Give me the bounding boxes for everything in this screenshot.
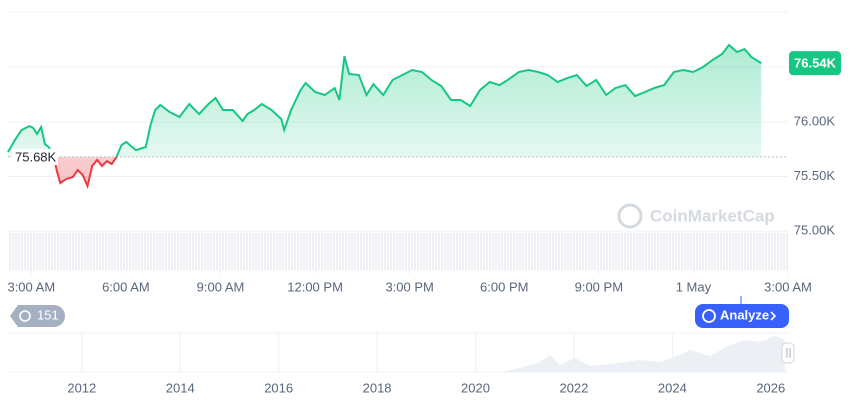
navigator-area: [500, 336, 785, 372]
badge-count: 151: [37, 307, 59, 322]
x-tick-label: 6:00 AM: [102, 279, 150, 294]
navigator-year: 2018: [363, 380, 392, 395]
navigator-year: 2014: [166, 380, 195, 395]
reference-label: 75.68K: [15, 149, 57, 164]
area-up: [8, 45, 762, 157]
x-tick-label: 1 May: [676, 279, 712, 294]
reference-label-bg: [12, 148, 58, 165]
x-tick-label: 9:00 PM: [575, 279, 623, 294]
x-tick-label: 3:00 AM: [764, 279, 812, 294]
x-tick-label: 6:00 PM: [480, 279, 528, 294]
area-down: [8, 156, 762, 186]
navigator-year: 2022: [559, 380, 588, 395]
analyze-button[interactable]: Analyze: [695, 304, 789, 328]
navigator-year: 2012: [67, 380, 96, 395]
price-tag-label: 76.54K: [794, 56, 837, 71]
x-tick-label: 3:00 PM: [385, 279, 433, 294]
watermark: CoinMarketCap: [617, 203, 775, 229]
price-tag: [789, 51, 841, 76]
badge[interactable]: 151: [10, 305, 65, 327]
x-tick-label: 12:00 PM: [287, 279, 343, 294]
y-tick-label: 75.50K: [794, 168, 836, 183]
navigator-year: 2016: [264, 380, 293, 395]
navigator-year: 2024: [658, 380, 687, 395]
x-tick-label: 3:00 AM: [7, 279, 55, 294]
navigator-year: 2020: [461, 380, 490, 395]
line-down: [53, 156, 118, 190]
x-tick-label: 9:00 AM: [197, 279, 245, 294]
navigator-handle[interactable]: [781, 342, 795, 364]
button-label: Analyze: [720, 307, 769, 322]
volume-bars: [8, 233, 788, 270]
line-up: [7, 43, 762, 157]
y-tick-label: 75.00K: [794, 223, 836, 238]
navigator-year: 2026: [756, 380, 785, 395]
y-tick-label: 76.00K: [794, 113, 836, 128]
watermark-text: CoinMarketCap: [650, 206, 775, 225]
